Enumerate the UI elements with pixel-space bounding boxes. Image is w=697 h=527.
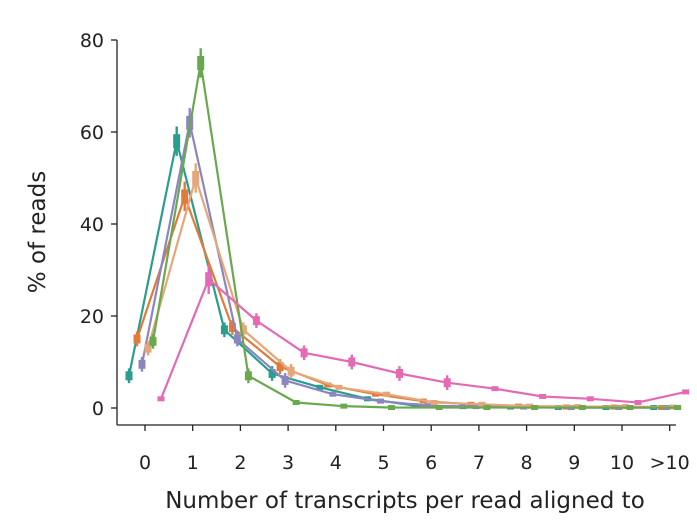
axes xyxy=(116,40,676,426)
data-point xyxy=(478,401,486,407)
x-tick-label: 9 xyxy=(568,452,580,474)
series-5 xyxy=(149,48,682,411)
data-point xyxy=(626,405,634,411)
data-point xyxy=(149,336,157,346)
data-point xyxy=(531,405,539,411)
x-tick-label: 0 xyxy=(139,452,151,474)
data-point xyxy=(292,399,300,405)
data-point xyxy=(228,323,236,332)
y-tick-label: 20 xyxy=(80,306,104,328)
data-point xyxy=(348,357,356,367)
series-line xyxy=(151,61,678,409)
data-point xyxy=(372,391,379,397)
data-point xyxy=(125,371,133,381)
data-point xyxy=(268,369,276,378)
data-point xyxy=(435,405,443,411)
x-tick-label: 5 xyxy=(377,452,389,474)
data-point xyxy=(157,396,165,402)
data-point xyxy=(197,56,205,70)
data-point xyxy=(396,369,403,378)
data-point xyxy=(220,325,228,335)
series-group xyxy=(125,48,690,411)
x-tick-label: 1 xyxy=(187,452,199,474)
data-point xyxy=(424,403,432,409)
x-tick-label: 3 xyxy=(282,452,294,474)
data-point xyxy=(483,405,491,411)
x-tick-label: 2 xyxy=(234,452,246,474)
data-point xyxy=(233,334,241,344)
data-point xyxy=(244,371,252,381)
series-line xyxy=(140,121,667,409)
data-point xyxy=(674,405,682,411)
data-point xyxy=(578,405,586,411)
y-axis-label: % of reads xyxy=(25,171,51,293)
data-point xyxy=(586,396,594,402)
data-point xyxy=(411,403,419,409)
data-point xyxy=(316,384,324,390)
data-point xyxy=(539,394,547,399)
data-point xyxy=(138,359,146,369)
y-tick-label: 0 xyxy=(92,398,104,420)
y-tick-label: 40 xyxy=(80,214,104,236)
y-tick-label: 80 xyxy=(80,30,104,52)
data-point xyxy=(287,366,295,376)
data-point xyxy=(388,405,395,411)
x-tick-label: 4 xyxy=(330,452,342,474)
data-point xyxy=(377,398,384,404)
data-point xyxy=(324,382,332,388)
data-point xyxy=(281,375,289,385)
data-point xyxy=(340,403,348,409)
y-ticks: 0 20 40 60 80 xyxy=(80,30,117,420)
x-tick-label: 10 xyxy=(610,452,634,474)
x-tick-label: 7 xyxy=(473,452,485,474)
data-point xyxy=(276,362,284,372)
x-tick-label: >10 xyxy=(650,452,690,474)
data-point xyxy=(181,189,189,204)
data-point xyxy=(682,389,690,395)
series-1 xyxy=(125,126,658,411)
series-4 xyxy=(144,163,677,410)
data-point xyxy=(526,403,534,409)
data-point xyxy=(144,343,152,353)
x-tick-label: 6 xyxy=(425,452,437,474)
series-3 xyxy=(138,108,671,411)
data-point xyxy=(383,391,390,397)
x-ticks: 0 1 2 3 4 5 6 7 8 9 10 >10 xyxy=(139,425,690,474)
x-axis-label: Number of transcripts per read aligned t… xyxy=(165,488,645,514)
series-line xyxy=(159,278,686,404)
data-point xyxy=(173,134,181,149)
data-point xyxy=(205,272,213,287)
data-point xyxy=(329,391,337,397)
data-point xyxy=(443,378,451,388)
y-tick-label: 60 xyxy=(80,122,104,144)
series-6 xyxy=(157,264,690,405)
data-point xyxy=(491,386,499,392)
x-tick-label: 8 xyxy=(521,452,533,474)
data-point xyxy=(192,171,200,185)
data-point xyxy=(335,384,343,390)
data-point xyxy=(430,399,438,405)
data-point xyxy=(239,325,247,335)
data-point xyxy=(133,334,141,344)
data-point xyxy=(300,348,308,358)
data-point xyxy=(252,316,260,326)
data-point xyxy=(634,399,642,405)
